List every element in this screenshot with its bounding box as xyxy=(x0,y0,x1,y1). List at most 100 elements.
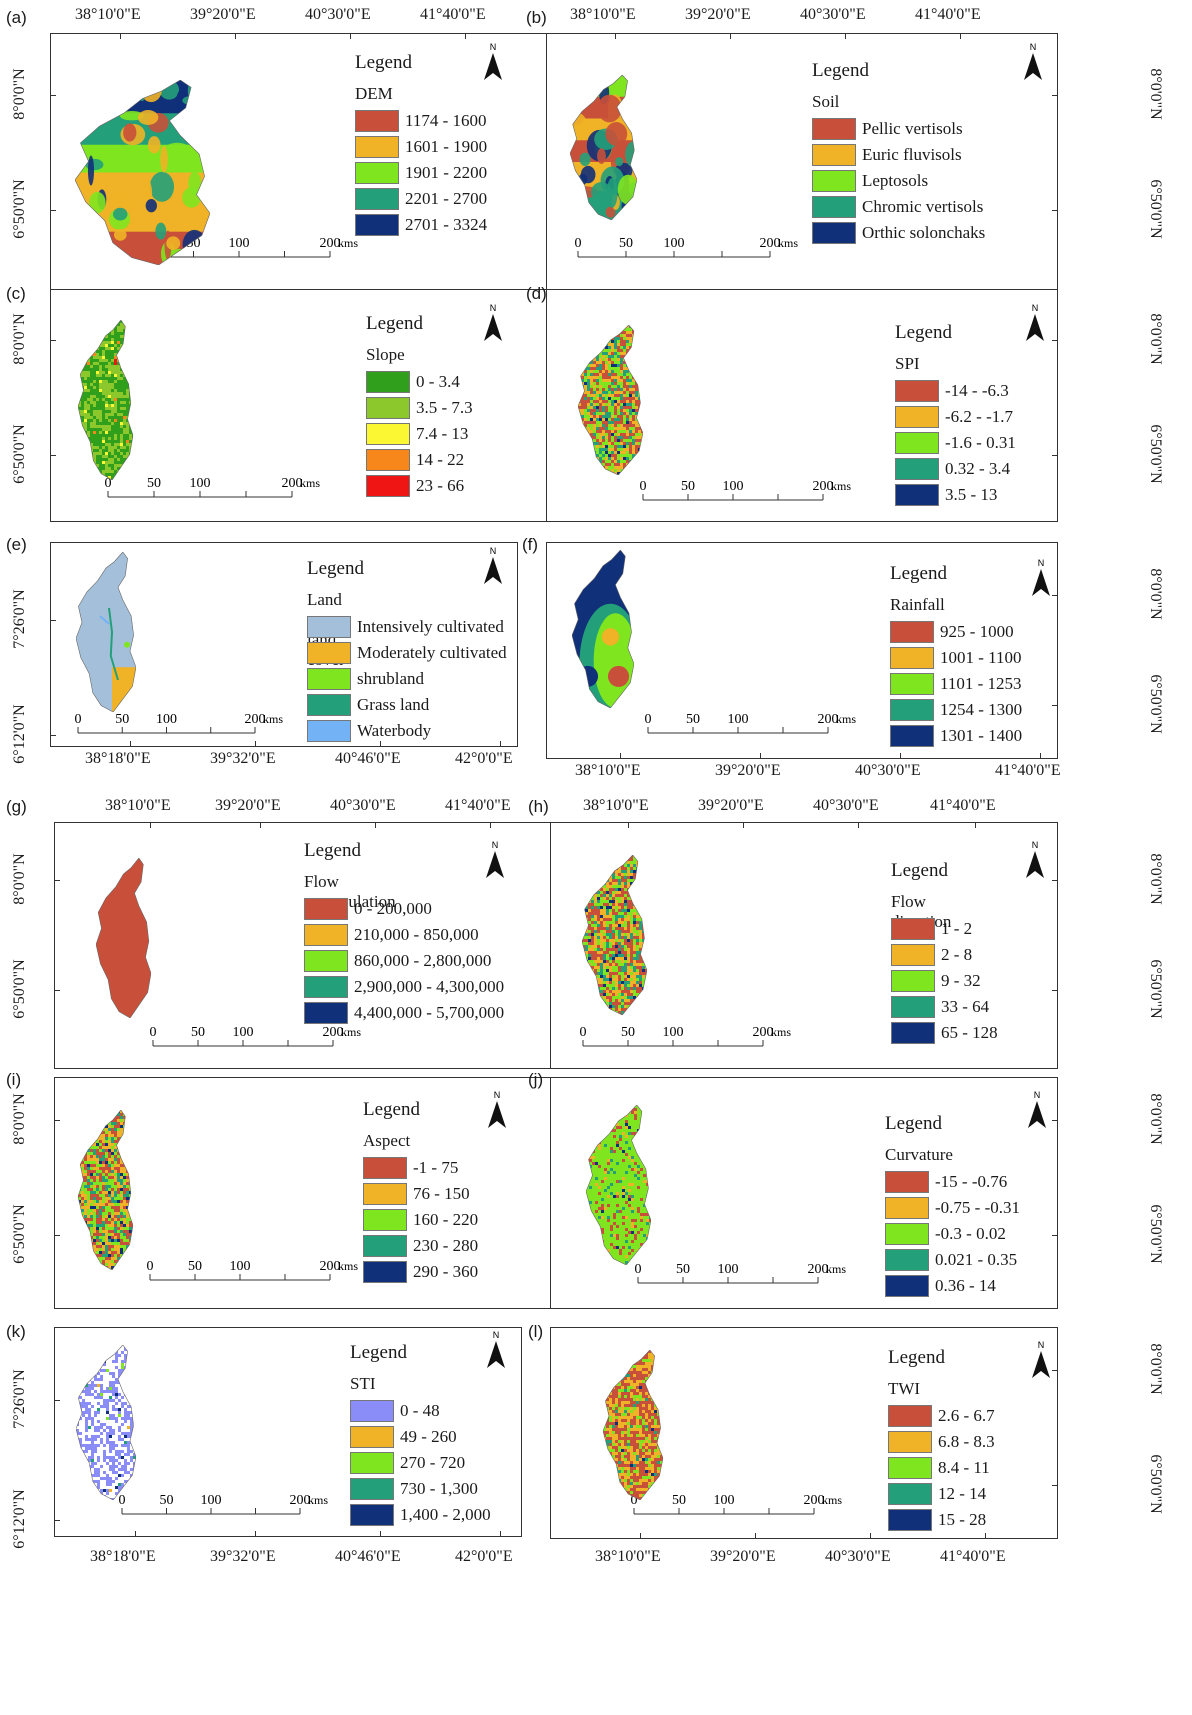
legend-swatch xyxy=(355,110,399,132)
graticule-tick xyxy=(1052,1235,1058,1236)
panel-letter: (b) xyxy=(526,8,547,27)
legend-swatch xyxy=(350,1478,394,1500)
graticule-tick xyxy=(235,33,236,39)
scale-label: 100 xyxy=(233,1025,254,1040)
graticule-tick xyxy=(54,1400,60,1401)
graticule-tick xyxy=(1040,753,1041,759)
legend-label: 12 - 14 xyxy=(938,1484,987,1503)
legend-swatch xyxy=(885,1171,929,1193)
latitude-label: 8°0'0"N xyxy=(11,68,28,120)
legend-item: 1254 - 1300 xyxy=(890,699,1022,721)
graticule-tick xyxy=(1052,210,1058,211)
legend-label: 290 - 360 xyxy=(413,1262,479,1281)
panel-letter: (i) xyxy=(6,1070,22,1089)
legend-item: 0 - 3.4 xyxy=(366,371,460,393)
scale-label: 50 xyxy=(188,1259,202,1274)
legend-item: 8.4 - 11 xyxy=(888,1457,990,1479)
longitude-label: 38°18'0"E xyxy=(85,750,151,767)
scale-label: 100 xyxy=(663,1025,684,1040)
legend-item: 76 - 150 xyxy=(363,1183,470,1205)
basin-map xyxy=(581,854,648,1016)
longitude-label: 38°10'0"E xyxy=(570,6,636,23)
legend-label: Orthic solonchaks xyxy=(862,223,986,242)
graticule-tick xyxy=(350,33,351,39)
legend-swatch xyxy=(888,1509,932,1531)
map-frame xyxy=(50,289,562,522)
legend-item: 210,000 - 850,000 xyxy=(304,924,479,946)
panel-letter: (c) xyxy=(6,284,26,303)
legend-title: Legend xyxy=(890,563,947,584)
legend-label: 2.6 - 6.7 xyxy=(938,1406,995,1425)
panel-letter: (j) xyxy=(528,1070,544,1089)
basin-map xyxy=(571,549,635,709)
scale-label: 200 xyxy=(813,479,834,494)
basin-map xyxy=(75,1344,137,1501)
legend-title: Legend xyxy=(363,1099,420,1120)
legend-item: 1901 - 2200 xyxy=(355,162,487,184)
longitude-label: 38°18'0"E xyxy=(90,1548,156,1565)
legend-label: 730 - 1,300 xyxy=(400,1479,478,1498)
legend-item: 0 - 200,000 xyxy=(304,898,432,920)
legend-label: -6.2 - -1.7 xyxy=(945,407,1013,426)
legend-title: Legend xyxy=(350,1342,407,1363)
legend-label: 925 - 1000 xyxy=(940,622,1014,641)
north-arrow-icon: N xyxy=(484,1090,510,1130)
scale-label: 100 xyxy=(230,1259,251,1274)
legend-swatch xyxy=(895,406,939,428)
legend-label: 0.021 - 0.35 xyxy=(935,1250,1018,1269)
legend-swatch xyxy=(891,996,935,1018)
graticule-tick xyxy=(120,33,121,39)
north-label: N xyxy=(1038,558,1045,568)
legend-title: Legend xyxy=(891,860,948,881)
graticule-tick xyxy=(730,33,731,39)
legend-swatch xyxy=(363,1157,407,1179)
legend-label: -1 - 75 xyxy=(413,1158,459,1177)
legend-label: 65 - 128 xyxy=(941,1023,998,1042)
graticule-tick xyxy=(50,340,56,341)
longitude-label: 39°20'0"E xyxy=(698,797,764,814)
legend-label: -0.75 - -0.31 xyxy=(935,1198,1020,1217)
legend-label: -15 - -0.76 xyxy=(935,1172,1008,1191)
legend-swatch xyxy=(363,1235,407,1257)
graticule-tick xyxy=(465,33,466,39)
legend-item: -15 - -0.76 xyxy=(885,1171,1007,1193)
graticule-tick xyxy=(500,1531,501,1537)
north-label: N xyxy=(493,1330,500,1340)
legend-item: Euric fluvisols xyxy=(812,144,962,166)
graticule-tick xyxy=(50,210,56,211)
latitude-label: 6°50'0"N xyxy=(11,179,28,239)
scale-label: 200 xyxy=(753,1025,774,1040)
map-frame xyxy=(54,1077,566,1309)
scale-label: 100 xyxy=(156,712,177,727)
legend-label: -0.3 - 0.02 xyxy=(935,1224,1006,1243)
legend-label: Grass land xyxy=(357,695,430,714)
legend-swatch xyxy=(350,1452,394,1474)
legend-label: 1,400 - 2,000 xyxy=(400,1505,491,1524)
latitude-label: 6°50'0"N xyxy=(1147,1204,1164,1264)
legend-item: Grass land xyxy=(307,694,429,716)
legend-label: 210,000 - 850,000 xyxy=(354,925,479,944)
legend-swatch xyxy=(895,432,939,454)
scale-label: 200 xyxy=(290,1493,311,1508)
longitude-label: 40°46'0"E xyxy=(335,1548,401,1565)
graticule-tick xyxy=(54,880,60,881)
longitude-label: 40°30'0"E xyxy=(855,762,921,779)
legend-swatch xyxy=(895,484,939,506)
legend-label: Moderately cultivated xyxy=(357,643,507,662)
legend-item: 0.32 - 3.4 xyxy=(895,458,1010,480)
legend-item: 2.6 - 6.7 xyxy=(888,1405,995,1427)
legend-swatch xyxy=(366,397,410,419)
scale-label: 100 xyxy=(201,1493,222,1508)
graticule-tick xyxy=(130,741,131,747)
latitude-label: 6°50'0"N xyxy=(11,959,28,1019)
graticule-tick xyxy=(135,1531,136,1537)
legend-item: 7.4 - 13 xyxy=(366,423,468,445)
graticule-tick xyxy=(640,1533,641,1539)
latitude-label: 7°26'0"N xyxy=(11,589,28,649)
legend-label: 15 - 28 xyxy=(938,1510,987,1529)
scale-label: 0 xyxy=(105,476,112,491)
north-arrow-icon: N xyxy=(1020,42,1046,82)
